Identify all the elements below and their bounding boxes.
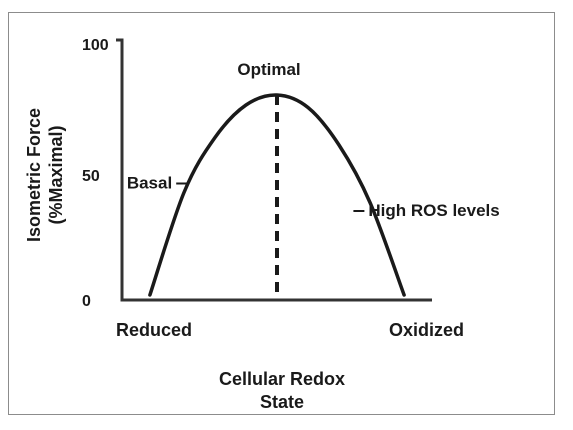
y-axis-title-line-1: Isometric Force [24,108,44,242]
annotation-high-ros-levels: High ROS levels [368,201,499,220]
x-category-label-reduced: Reduced [116,320,192,340]
annotation-basal: Basal [127,174,172,193]
x-axis-title-line-2: State [260,392,304,412]
y-axis-title: Isometric Force (%Maximal) [24,108,66,242]
y-tick-label: 100 [82,37,109,54]
y-axis-title-line-2: (%Maximal) [46,125,66,224]
y-tick-label: 50 [82,168,100,185]
x-axis-title-line-1: Cellular Redox [219,369,345,389]
x-category-label-oxidized: Oxidized [389,320,464,340]
series-line [148,93,406,297]
chart-frame [8,12,555,415]
y-tick-label: 0 [82,293,91,310]
annotation-optimal: Optimal [237,60,300,79]
